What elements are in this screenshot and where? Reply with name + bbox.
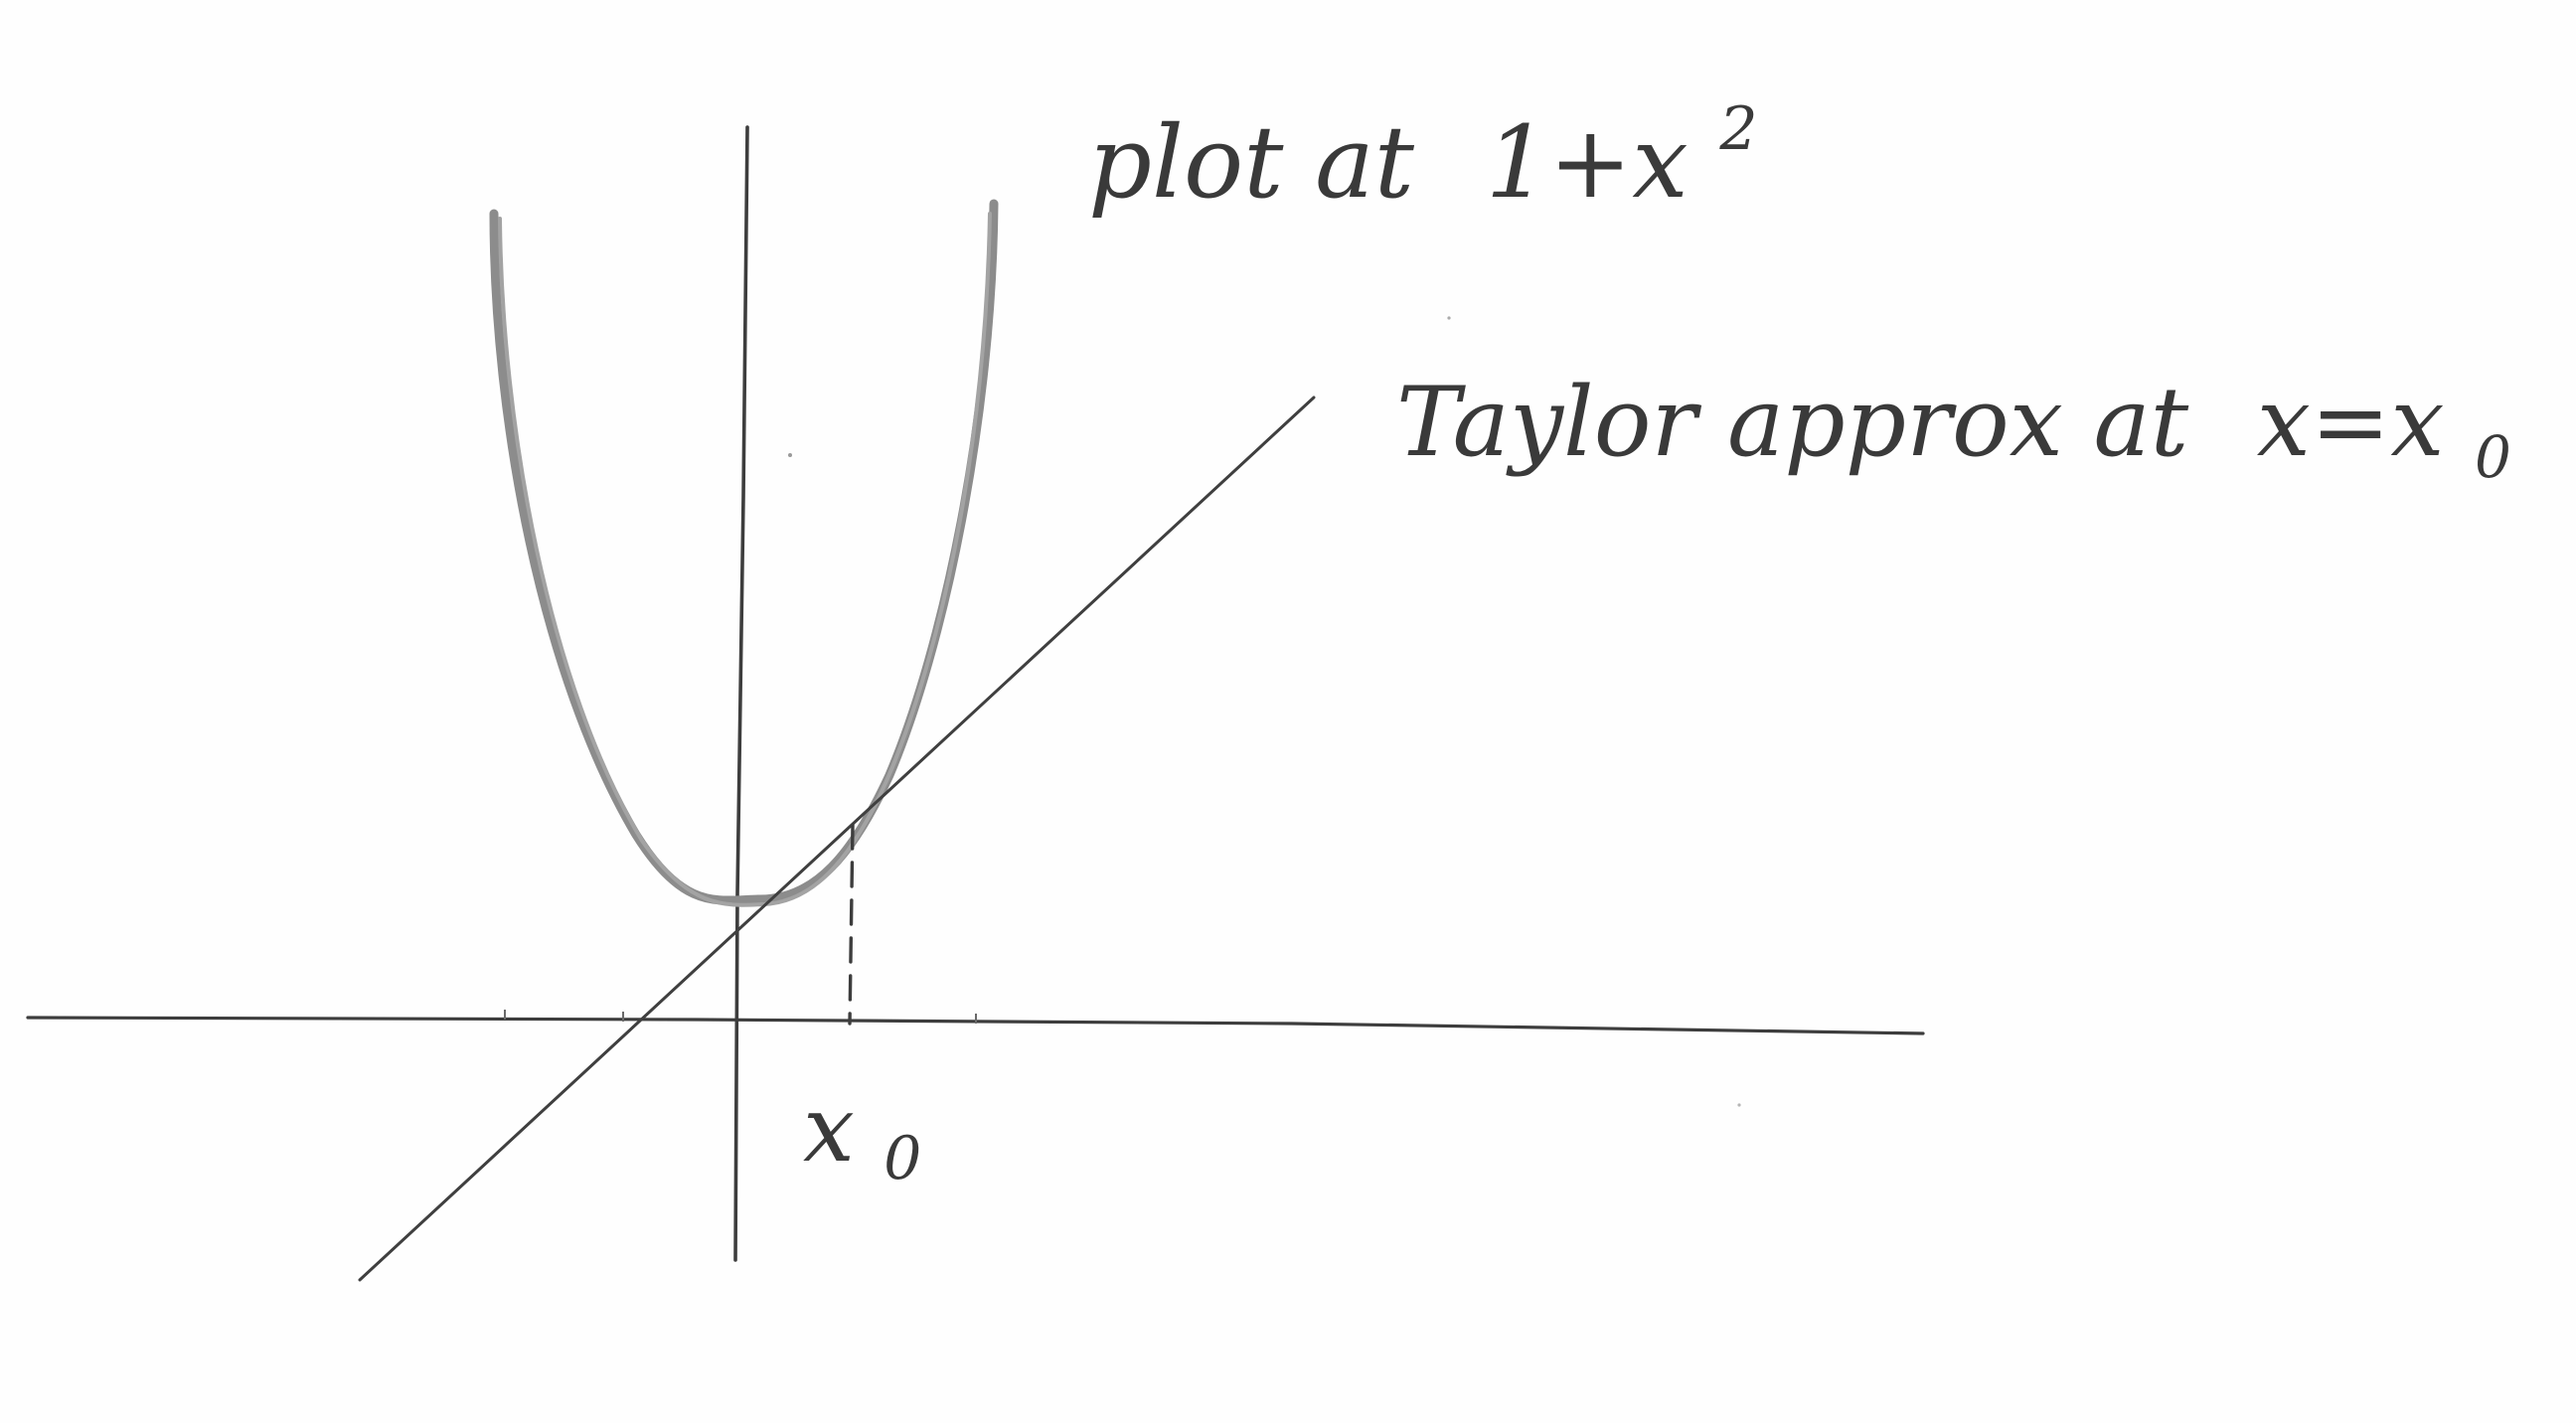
x0-label-subscript: 0 (884, 1124, 921, 1193)
tangent-label-expr: x=x (2257, 367, 2445, 478)
x0-dashed-guide (848, 823, 855, 1026)
tangent-label-text: Taylor approx at (1396, 367, 2189, 478)
x0-axis-label: x 0 (803, 1076, 921, 1193)
svg-text:x 0: x 0 (803, 1076, 921, 1193)
curve-label-text: plot at (1088, 104, 1415, 221)
curve-label: plot at 1+x 2 (1088, 94, 1758, 221)
curve-label-superscript: 2 (1718, 94, 1757, 164)
curve-label-expr: 1+x (1486, 104, 1689, 221)
tangent-label: Taylor approx at x=x 0 (1396, 367, 2511, 491)
svg-text:Taylor approx at x=x: Taylor approx at x=x 0 (1396, 367, 2511, 491)
tangent-line (358, 395, 1316, 1282)
svg-text:plot at 1+x 2: plot at 1+x 2 (1088, 94, 1758, 221)
tangent-label-subscript: 0 (2475, 423, 2511, 491)
pencil-speck (788, 453, 792, 457)
pencil-speck (1737, 1103, 1741, 1107)
y-axis-line (733, 125, 749, 1262)
x-axis-line (26, 1016, 1925, 1035)
pencil-speck (1447, 316, 1451, 320)
x0-label-base: x (803, 1076, 855, 1183)
parabola-curve-overstroke (498, 212, 992, 907)
